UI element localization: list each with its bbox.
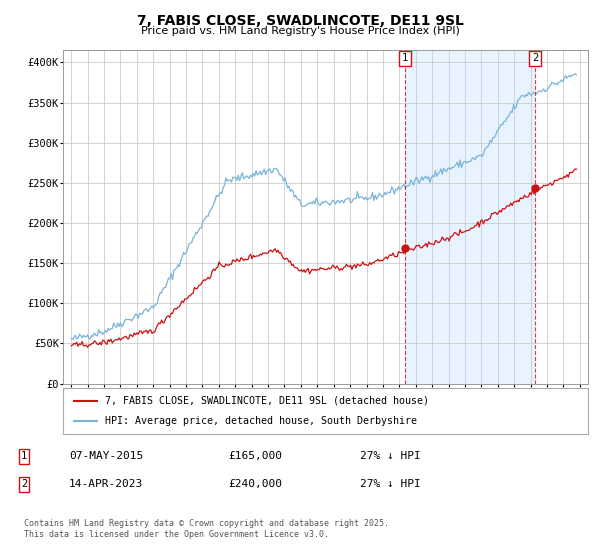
Text: 14-APR-2023: 14-APR-2023 [69, 479, 143, 489]
Text: 07-MAY-2015: 07-MAY-2015 [69, 451, 143, 461]
Text: HPI: Average price, detached house, South Derbyshire: HPI: Average price, detached house, Sout… [105, 416, 417, 426]
Text: 2: 2 [532, 53, 538, 63]
Text: 2: 2 [21, 479, 27, 489]
Text: 1: 1 [21, 451, 27, 461]
Text: Contains HM Land Registry data © Crown copyright and database right 2025.
This d: Contains HM Land Registry data © Crown c… [24, 520, 389, 539]
Text: £240,000: £240,000 [228, 479, 282, 489]
Bar [405, 50, 535, 384]
Text: 1: 1 [402, 53, 408, 63]
Text: 7, FABIS CLOSE, SWADLINCOTE, DE11 9SL (detached house): 7, FABIS CLOSE, SWADLINCOTE, DE11 9SL (d… [105, 396, 429, 406]
Text: 27% ↓ HPI: 27% ↓ HPI [360, 451, 421, 461]
Text: £165,000: £165,000 [228, 451, 282, 461]
Text: Price paid vs. HM Land Registry's House Price Index (HPI): Price paid vs. HM Land Registry's House … [140, 26, 460, 36]
Text: 27% ↓ HPI: 27% ↓ HPI [360, 479, 421, 489]
Text: 7, FABIS CLOSE, SWADLINCOTE, DE11 9SL: 7, FABIS CLOSE, SWADLINCOTE, DE11 9SL [137, 14, 463, 28]
